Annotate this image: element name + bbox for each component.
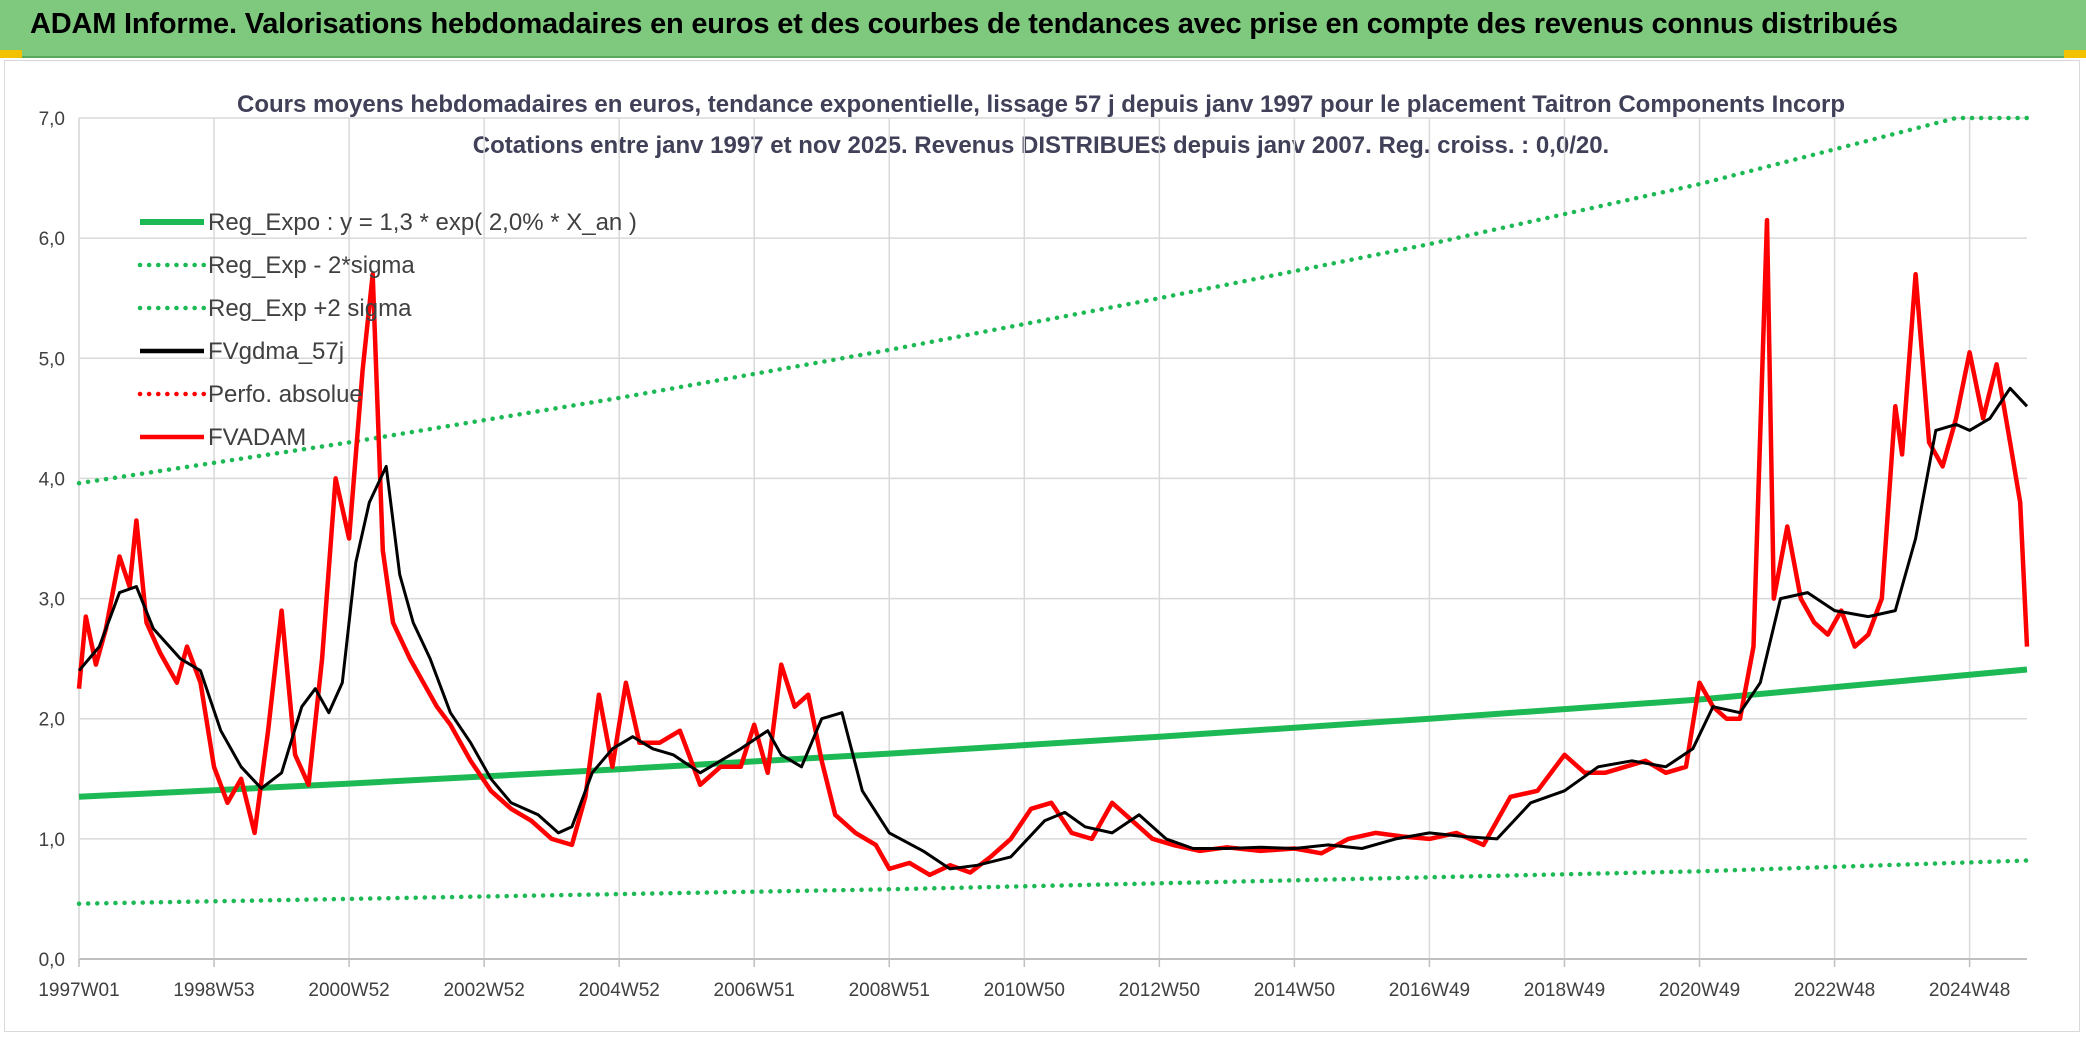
x-tick-label: 2008W51 [849,980,930,1001]
x-tick-label: 2000W52 [308,980,389,1001]
chart-title-line1: Cours moyens hebdomadaires en euros, ten… [237,91,1845,118]
x-tick-label: 2018W49 [1524,980,1605,1001]
x-tick-label: 2020W49 [1659,980,1740,1001]
legend-label: Reg_Exp - 2*sigma [208,252,415,279]
x-tick-label: 1997W01 [38,980,119,1001]
y-tick-label: 3,0 [39,590,65,611]
series-line-fvgdma-57j [77,386,2029,871]
x-tick-label: 2022W48 [1794,980,1875,1001]
chart-title-line2: Cotations entre janv 1997 et nov 2025. R… [473,132,1609,159]
series-line-reg-exp-2-sigma [76,858,2030,906]
page-title: ADAM Informe. Valorisations hebdomadaire… [30,8,1898,40]
series-layer [76,115,2030,906]
x-tick-label: 2016W49 [1389,980,1470,1001]
legend-label: Reg_Expo : y = 1,3 * exp( 2,0% * X_an ) [208,209,637,236]
grid [78,117,2027,967]
x-tick-label: 2010W50 [984,980,1065,1001]
y-tick-label: 6,0 [39,229,65,250]
corner-marker-left [0,50,22,58]
legend-label: FVADAM [208,424,306,451]
y-tick-label: 0,0 [39,950,65,971]
series-line-fvadam [76,217,2030,878]
y-tick-label: 1,0 [39,830,65,851]
x-axis: 1997W01 1998W53 2000W52 2002W52 2004W52 2006W… [38,980,2010,1001]
x-tick-label: 2002W52 [443,980,524,1001]
x-tick-label: 2014W50 [1254,980,1335,1001]
y-tick-label: 5,0 [39,349,65,370]
series-line-reg-expo-y-1-3-exp-2-0-x-an [78,666,2028,800]
legend-label: Perfo. absolue [208,381,363,408]
legend: Reg_Expo : y = 1,3 * exp( 2,0% * X_an ) R… [137,209,637,451]
corner-marker-right [2064,50,2086,58]
y-tick-label: 2,0 [39,710,65,731]
y-axis: 0,0 1,0 2,0 3,0 4,0 5,0 6,0 7,0 [39,109,65,971]
x-tick-label: 2004W52 [579,980,660,1001]
series-line-reg-exp-2-sigma [76,115,2030,486]
legend-label: Reg_Exp +2 sigma [208,295,412,322]
header-bar: ADAM Informe. Valorisations hebdomadaire… [0,0,2086,58]
y-tick-label: 7,0 [39,109,65,130]
x-tick-label: 2012W50 [1119,980,1200,1001]
y-tick-label: 4,0 [39,469,65,490]
x-tick-label: 2006W51 [714,980,795,1001]
x-tick-label: 2024W48 [1929,980,2010,1001]
legend-label: FVgdma_57j [208,338,344,365]
x-tick-label: 1998W53 [173,980,254,1001]
